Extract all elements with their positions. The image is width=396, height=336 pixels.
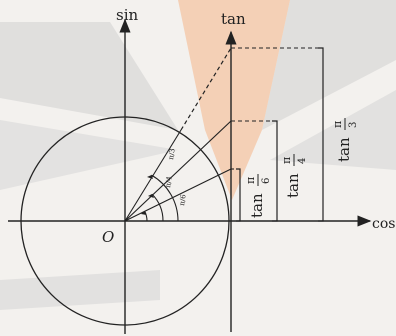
cos-axis-label: cos — [372, 216, 395, 232]
tan-brackets — [236, 47, 324, 222]
tan-label-pi-3-num: π — [331, 121, 344, 128]
tan-label-pi-3-den: 3 — [348, 122, 359, 128]
tan-label-pi-6: tan π 6 — [244, 174, 272, 218]
angle-arrowheads — [141, 175, 154, 215]
tan-label-pi-6-func: tan — [248, 193, 266, 218]
tan-label-pi-6-num: π — [244, 177, 257, 184]
tan-reference-lines — [231, 47, 322, 170]
tan-label-pi-4-num: π — [280, 157, 293, 164]
origin-label: O — [102, 228, 114, 246]
tan-label-pi-6-den: 6 — [261, 178, 272, 184]
tan-label-pi-4-func: tan — [284, 173, 302, 198]
angle-label-pi-6: π/6 — [178, 193, 188, 206]
tan-label-pi-3: tan π 3 — [331, 118, 359, 162]
tan-label-pi-4-den: 4 — [297, 158, 308, 164]
tan-label-pi-3-func: tan — [335, 137, 353, 162]
angle-label-pi-3: π/3 — [167, 148, 177, 160]
sin-axis-label: sin — [116, 6, 138, 24]
angle-arcs — [144, 174, 179, 222]
tan-axis-label: tan — [221, 10, 246, 28]
angle-label-pi-4: π/4 — [164, 175, 174, 188]
tan-label-pi-4: tan π 4 — [280, 154, 308, 198]
